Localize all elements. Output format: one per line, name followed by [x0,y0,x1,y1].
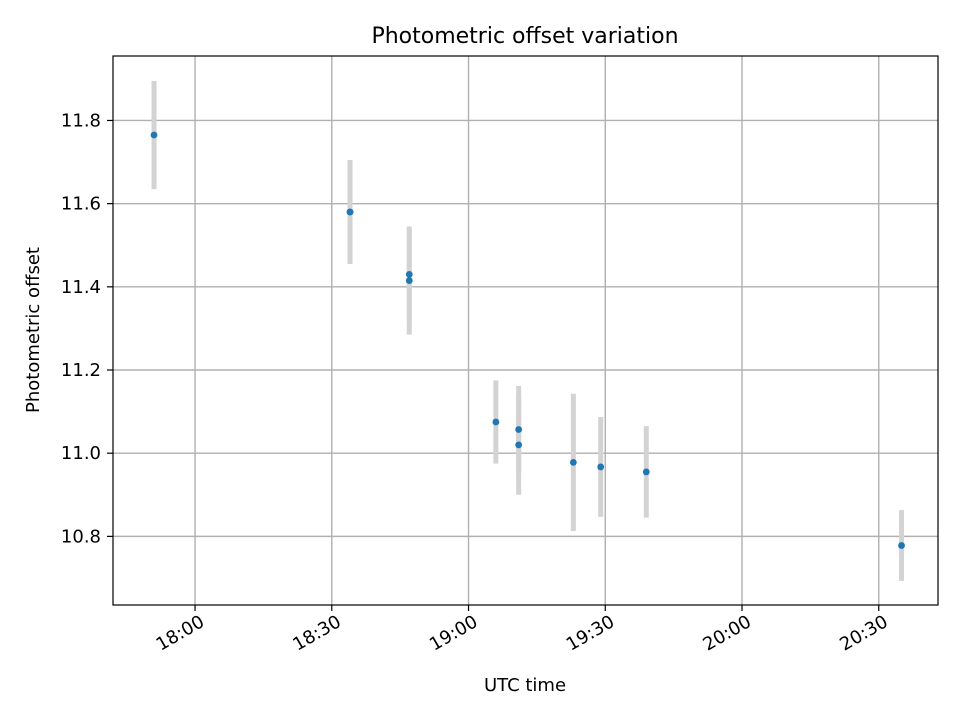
y-tick-label: 11.2 [61,360,101,381]
chart-title: Photometric offset variation [371,24,678,49]
y-tick-label: 11.8 [61,110,101,131]
data-point [150,131,158,139]
x-axis-label: UTC time [484,675,566,696]
data-point [405,270,413,278]
data-point [898,542,905,549]
data-point [405,277,413,284]
y-tick-label: 11.4 [61,277,101,298]
data-point [569,458,577,466]
data-point [597,463,605,471]
plot-frame [112,55,939,606]
grid-layer [113,56,938,605]
y-tick-label: 10.8 [61,526,101,547]
data-point [642,468,650,476]
data-point [492,418,500,426]
data-point [515,441,523,449]
data-point [515,426,523,433]
point-layer [150,131,905,549]
y-tick-label: 11.0 [61,443,101,464]
y-axis-ticks: 10.8 11.0 11.2 11.4 11.6 11.8 [61,110,113,547]
y-axis-label: Photometric offset [23,247,44,413]
y-tick-label: 11.6 [61,194,101,215]
data-point [346,208,354,216]
